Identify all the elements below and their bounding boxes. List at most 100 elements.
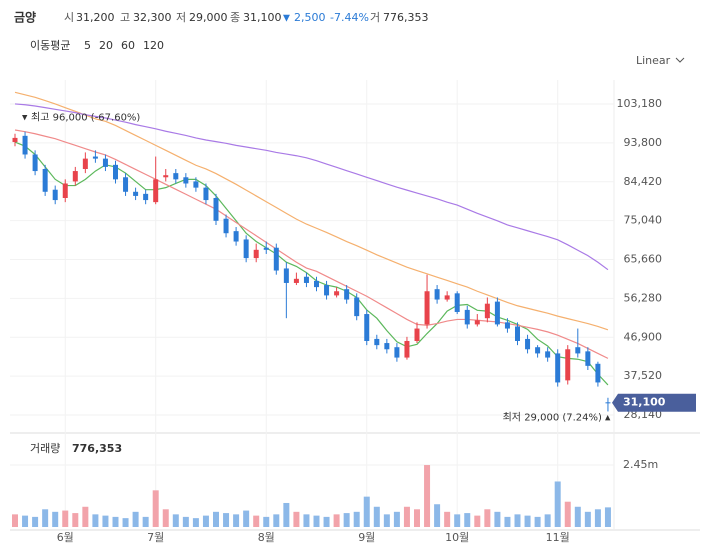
volume-bar	[383, 514, 390, 527]
volume-bar	[363, 496, 370, 527]
stock-name: 금양	[14, 10, 36, 25]
candle-body	[364, 314, 370, 341]
ma-title: 이동평균	[30, 39, 70, 52]
candle-body	[223, 218, 229, 234]
volume-bar	[202, 515, 209, 527]
candle-body	[525, 338, 531, 350]
volume-bar	[122, 518, 129, 527]
candle-body	[22, 135, 28, 155]
x-tick-label: 9월	[358, 531, 375, 544]
moving-average	[14, 91, 609, 331]
dropdown-icon[interactable]	[675, 57, 685, 63]
x-tick-label: 8월	[258, 531, 275, 544]
candle-body	[173, 173, 179, 180]
moving-average	[14, 141, 609, 386]
volume-bar	[112, 516, 119, 527]
volume-bar	[172, 514, 179, 527]
volume-bar	[474, 515, 481, 527]
volume-bar	[594, 509, 601, 527]
candle-body	[424, 291, 430, 325]
down-arrow: ▼	[283, 14, 290, 24]
candle-body	[334, 291, 340, 296]
volume-bar	[303, 514, 310, 527]
volume-bar	[454, 514, 461, 527]
volume-bar	[42, 509, 49, 527]
volume-bar	[544, 514, 551, 527]
volume-bar	[604, 507, 611, 527]
volume-bar	[484, 509, 491, 527]
candle-body	[72, 171, 78, 182]
volume-bar	[323, 516, 330, 527]
candle-body	[283, 268, 289, 283]
candle-body	[404, 340, 410, 358]
candle-body	[314, 280, 319, 288]
hdr-value: 31,200	[76, 11, 115, 24]
volume-bar	[313, 515, 320, 527]
candle-body	[82, 158, 88, 169]
candle-body	[535, 347, 541, 354]
x-tick-label: 11월	[546, 531, 570, 544]
y-tick-label: 93,800	[624, 136, 663, 149]
candle-body	[32, 154, 38, 172]
volume-bar	[233, 514, 240, 527]
candle-body	[474, 320, 480, 325]
volume-bar	[574, 506, 581, 527]
hdr-label: 저	[176, 11, 186, 24]
volume-bar	[72, 513, 79, 527]
marker: ▲	[605, 413, 611, 421]
volume-bar	[132, 511, 139, 527]
volume-bar	[353, 511, 360, 527]
hdr-label: 종	[230, 11, 240, 24]
candle-body	[464, 309, 470, 325]
volume-bar	[554, 481, 561, 527]
volume-bar	[494, 511, 501, 527]
volume-bar	[373, 506, 380, 527]
volume-bar	[263, 516, 270, 527]
volume-bar	[534, 516, 541, 527]
volume-bar	[92, 514, 99, 527]
marker: ▼	[22, 114, 28, 122]
hdr-value: 776,353	[383, 11, 429, 24]
candle-body	[183, 177, 189, 184]
legend-entry: 20	[99, 39, 113, 52]
candle-body	[233, 231, 239, 242]
candle-body	[273, 247, 279, 271]
candle-body	[414, 328, 420, 341]
candle-body	[434, 289, 440, 300]
candle-body	[605, 402, 611, 404]
hdr-value: 29,000	[189, 11, 228, 24]
candle-body	[504, 322, 510, 329]
candle-body	[253, 249, 259, 259]
volume-bar	[514, 514, 521, 527]
y-tick-label: 37,520	[624, 369, 663, 382]
candle-body	[52, 189, 58, 201]
y-tick-label: 46,900	[624, 330, 663, 343]
volume-bar	[293, 511, 300, 527]
volume-bar	[524, 515, 531, 527]
volume-bar	[62, 510, 69, 527]
x-tick-label: 7월	[147, 531, 164, 544]
volume-bar	[12, 514, 18, 527]
y-tick-label: 75,040	[624, 214, 663, 227]
y-tick-label: 56,280	[624, 291, 663, 304]
hdr-label: 고	[120, 11, 130, 24]
change-pct: -7.44%	[330, 11, 369, 24]
scale-button[interactable]: Linear	[636, 54, 671, 67]
volume-bar	[444, 511, 451, 527]
candle-body	[484, 303, 490, 319]
y-tick-label: 2.45m	[623, 458, 658, 471]
volume-bar	[243, 510, 250, 527]
candle-body	[565, 349, 571, 381]
candle-body	[303, 276, 309, 283]
candle-body	[555, 353, 561, 383]
candle-body	[454, 293, 460, 312]
volume-bar	[32, 516, 39, 527]
candle-body	[133, 191, 139, 196]
volume-bar	[434, 504, 441, 527]
candle-body	[394, 347, 400, 358]
hdr-value: 31,100	[243, 11, 282, 24]
volume-bar	[82, 506, 89, 527]
candle-body	[324, 285, 330, 296]
volume-bar	[403, 506, 410, 527]
y-tick-label: 65,660	[624, 253, 663, 266]
